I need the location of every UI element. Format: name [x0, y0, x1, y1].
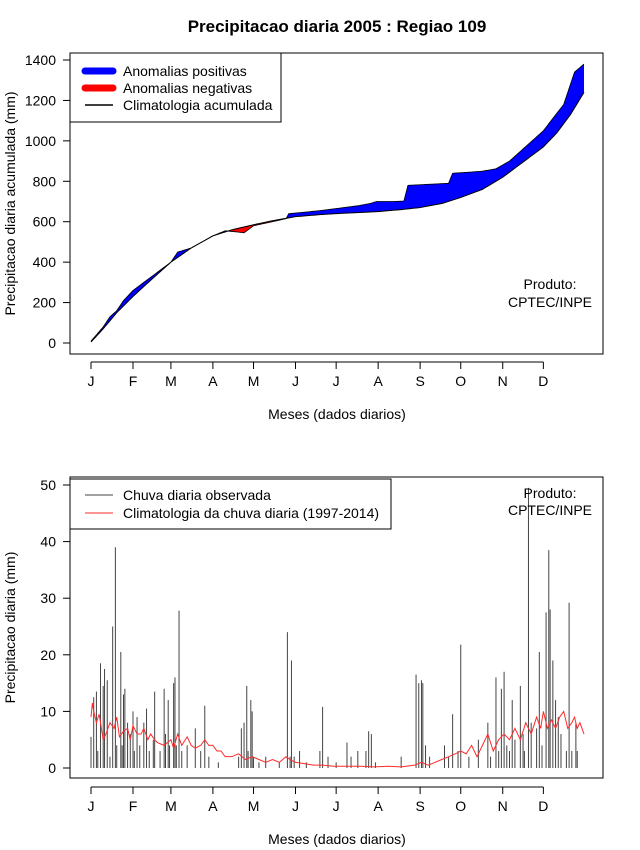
- x-tick-label: A: [373, 373, 383, 389]
- annotation-line: CPTEC/INPE: [508, 294, 592, 310]
- x-axis-label: Meses (dados diarios): [268, 406, 406, 422]
- legend-label: Chuva diaria observada: [123, 487, 271, 503]
- y-tick-label: 0: [48, 335, 56, 351]
- daily-climatology-line: [90, 702, 585, 768]
- x-tick-label: M: [248, 798, 260, 814]
- annotation-line: Produto:: [524, 276, 577, 292]
- y-tick-label: 1000: [25, 133, 56, 149]
- daily-chart: 0 10 20 30 40 50 J F M A M J J A S O N D Precipitacao di…: [2, 476, 604, 847]
- observed-cumulative-line: [90, 63, 585, 342]
- y-tick-label: 600: [33, 214, 57, 230]
- legend-label: Climatologia acumulada: [123, 97, 273, 113]
- y-axis-label: Precipitacao diaria acumulada (mm): [2, 91, 18, 315]
- x-tick-label: F: [129, 798, 138, 814]
- x-tick-label: S: [415, 798, 424, 814]
- x-tick-label: M: [248, 373, 260, 389]
- y-tick-label: 30: [40, 590, 56, 606]
- x-tick-label: D: [538, 373, 548, 389]
- legend-label: Anomalias negativas: [123, 80, 252, 96]
- legend-box: [69, 478, 392, 530]
- x-tick-label: O: [455, 373, 466, 389]
- observed-bars: [90, 487, 578, 768]
- cumulative-chart: 0 200 400 600 800 1000 1200 1400 J F M A M J J A S O N D P…: [2, 52, 604, 422]
- x-tick-label: M: [165, 373, 177, 389]
- y-tick-label: 400: [33, 254, 57, 270]
- x-tick-label: D: [538, 798, 548, 814]
- legend-label: Anomalias positivas: [123, 63, 247, 79]
- annotation-line: CPTEC/INPE: [508, 502, 592, 518]
- x-tick-label: J: [88, 373, 95, 389]
- x-tick-label: M: [165, 798, 177, 814]
- y-tick-label: 1400: [25, 52, 56, 68]
- legend-label: Climatologia da chuva diaria (1997-2014): [123, 505, 379, 521]
- annotation-line: Produto:: [524, 485, 577, 501]
- x-tick-label: J: [88, 798, 95, 814]
- y-tick-label: 200: [33, 295, 57, 311]
- y-tick-label: 0: [48, 760, 56, 776]
- y-tick-label: 10: [40, 703, 56, 719]
- x-tick-label: J: [292, 373, 299, 389]
- x-tick-label: A: [208, 373, 218, 389]
- x-tick-label: F: [129, 373, 138, 389]
- y-axis: 0 10 20 30 40 50: [40, 477, 71, 776]
- legend: Chuva diaria observada Climatologia da c…: [69, 478, 392, 530]
- x-tick-label: A: [373, 798, 383, 814]
- x-tick-label: J: [333, 373, 340, 389]
- y-tick-label: 20: [40, 647, 56, 663]
- x-tick-label: O: [455, 798, 466, 814]
- legend: Anomalias positivas Anomalias negativas …: [69, 52, 282, 123]
- chart-title: Precipitacao diaria 2005 : Regiao 109: [188, 17, 487, 36]
- y-tick-label: 40: [40, 534, 56, 550]
- x-tick-label: A: [208, 798, 218, 814]
- y-tick-label: 800: [33, 173, 57, 189]
- y-tick-label: 1200: [25, 92, 56, 108]
- y-tick-label: 50: [40, 477, 56, 493]
- x-tick-label: N: [498, 798, 508, 814]
- y-axis-label: Precipitacao diaria (mm): [2, 552, 18, 704]
- y-axis: 0 200 400 600 800 1000 1200 1400: [25, 52, 71, 351]
- x-tick-label: J: [333, 798, 340, 814]
- x-axis-label: Meses (dados diarios): [268, 831, 406, 847]
- x-tick-label: N: [498, 373, 508, 389]
- x-tick-label: S: [415, 373, 424, 389]
- x-tick-label: J: [292, 798, 299, 814]
- climatology-line: [90, 92, 585, 343]
